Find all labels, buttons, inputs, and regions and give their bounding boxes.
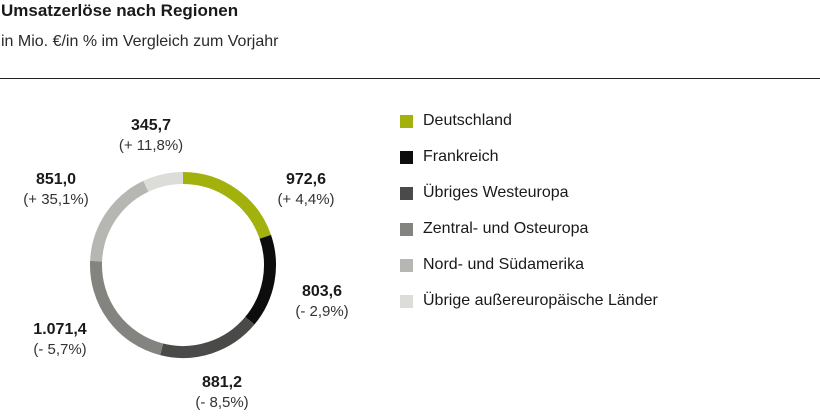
legend-swatch-westeuropa [400, 187, 413, 200]
legend-label-osteuropa: Zentral- und Osteuropa [423, 220, 589, 237]
value-label-amerika: 851,0 [35, 171, 77, 188]
page-title: Umsatzerlöse nach Regionen [1, 1, 239, 20]
segment-label-deutschland: 972,6 (+ 4,4%) [266, 170, 346, 210]
value-label-ausser: 345,7 [130, 117, 172, 134]
legend-item-frankreich: Frankreich [400, 147, 720, 183]
legend-swatch-osteuropa [400, 223, 413, 236]
donut-segment-frankreich [245, 234, 276, 325]
change-label-osteuropa: (- 5,7%) [33, 341, 87, 358]
legend-item-deutschland: Deutschland [400, 111, 720, 147]
legend-label-westeuropa: Übriges Westeuropa [423, 184, 569, 201]
value-label-westeuropa: 881,2 [201, 374, 243, 391]
change-label-deutschland: (+ 4,4%) [277, 191, 335, 208]
page-subtitle: in Mio. €/in % im Vergleich zum Vorjahr [1, 33, 279, 50]
change-label-amerika: (+ 35,1%) [23, 191, 89, 208]
donut-segment-deutschland [182, 172, 271, 239]
change-label-ausser: (+ 11,8%) [118, 137, 184, 154]
legend-label-ausser: Übrige außereuropäische Länder [423, 292, 658, 309]
legend-label-deutschland: Deutschland [423, 112, 512, 129]
legend-swatch-ausser [400, 295, 413, 308]
donut-segment-amerika [90, 180, 149, 262]
legend-label-frankreich: Frankreich [423, 148, 499, 165]
value-label-osteuropa: 1.071,4 [33, 321, 87, 338]
legend-item-ausser: Übrige außereuropäische Länder [400, 291, 720, 327]
donut-segment-osteuropa [90, 260, 164, 356]
change-label-frankreich: (- 2,9%) [295, 303, 349, 320]
segment-label-frankreich: 803,6 (- 2,9%) [282, 282, 362, 322]
legend-item-amerika: Nord- und Südamerika [400, 255, 720, 291]
segment-label-westeuropa: 881,2 (- 8,5%) [182, 373, 262, 413]
segment-label-amerika: 851,0 (+ 35,1%) [14, 170, 98, 210]
segment-label-ausser: 345,7 (+ 11,8%) [106, 116, 196, 156]
change-label-westeuropa: (- 8,5%) [195, 394, 249, 411]
donut-segment-ausser [143, 172, 184, 192]
legend-item-osteuropa: Zentral- und Osteuropa [400, 219, 720, 255]
segment-label-osteuropa: 1.071,4 (- 5,7%) [18, 320, 102, 360]
legend-swatch-frankreich [400, 151, 413, 164]
donut-segment-westeuropa [160, 316, 255, 358]
legend-swatch-amerika [400, 259, 413, 272]
legend-item-westeuropa: Übriges Westeuropa [400, 183, 720, 219]
header-divider [0, 78, 820, 79]
legend-swatch-deutschland [400, 115, 413, 128]
value-label-deutschland: 972,6 [285, 171, 327, 188]
chart-legend: Deutschland Frankreich Übriges Westeurop… [400, 111, 720, 327]
value-label-frankreich: 803,6 [301, 283, 343, 300]
legend-label-amerika: Nord- und Südamerika [423, 256, 584, 273]
